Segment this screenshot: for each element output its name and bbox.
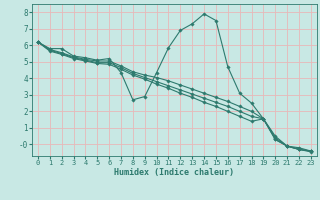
X-axis label: Humidex (Indice chaleur): Humidex (Indice chaleur)	[115, 168, 234, 177]
